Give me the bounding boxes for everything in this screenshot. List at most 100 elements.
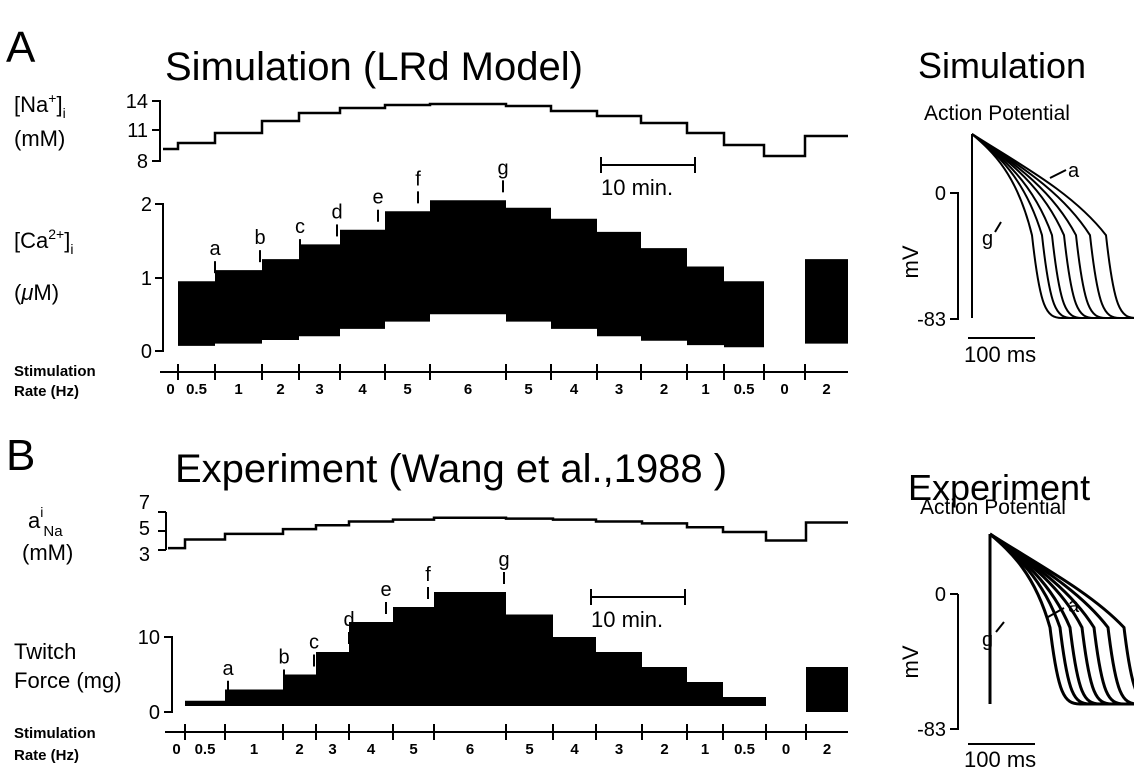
panel-b-force-envelope bbox=[168, 592, 848, 712]
panel-a-na-tick-14: 14 bbox=[126, 91, 148, 113]
panel-a-ca-tick-0: 0 bbox=[141, 341, 152, 363]
panel-b-ap-curve-7 bbox=[989, 532, 1134, 690]
panel-b-rate-label: 0 bbox=[782, 741, 790, 758]
panel-b-rate-label: 2 bbox=[295, 741, 303, 758]
panel-a-rate-label: 2 bbox=[822, 381, 830, 398]
panel-b-ap-unit: mV bbox=[898, 645, 923, 678]
panel-b-stim-label-1: Stimulation bbox=[14, 725, 96, 742]
panel-a-rate-label: 0 bbox=[780, 381, 788, 398]
panel-b-ap-tick-0: 0 bbox=[935, 584, 946, 606]
panel-b-ap-curve-6 bbox=[989, 532, 1134, 706]
panel-b-na-tick-3: 3 bbox=[139, 544, 150, 566]
panel-b-force-tick-0: 0 bbox=[149, 702, 160, 724]
panel-a-ap-curve-4 bbox=[971, 133, 1134, 319]
panel-a-ca-envelope bbox=[163, 200, 848, 351]
panel-b-force-tick-10: 10 bbox=[138, 627, 160, 649]
panel-a-marker-f: f bbox=[415, 168, 421, 190]
panel-a-side-subtitle: Action Potential bbox=[924, 102, 1070, 125]
panel-b-ap-label-g: g bbox=[982, 629, 993, 651]
panel-b-rate-label: 3 bbox=[328, 741, 336, 758]
panel-a-rate-label: 0.5 bbox=[734, 381, 755, 398]
panel-b-rate-label: 0.5 bbox=[195, 741, 216, 758]
panel-a-ap-time: 100 ms bbox=[964, 342, 1036, 367]
panel-b-rate-label: 0 bbox=[172, 741, 180, 758]
panel-b-rate-label: 4 bbox=[367, 741, 376, 758]
panel-b-rate-label: 2 bbox=[660, 741, 668, 758]
panel-a-na-label: [Na+]i bbox=[14, 90, 66, 121]
panel-b-ap-curve-4 bbox=[989, 532, 1134, 706]
panel-b-rate-label: 4 bbox=[570, 741, 579, 758]
panel-a-rate-label: 0.5 bbox=[186, 381, 207, 398]
panel-b-ap-curve-5 bbox=[989, 532, 1134, 706]
panel-b-marker-d: d bbox=[343, 609, 354, 631]
panel-b-marker-g: g bbox=[498, 549, 509, 571]
panel-a-ap-unit: mV bbox=[898, 245, 923, 278]
panel-b-na-trace bbox=[168, 516, 848, 550]
panel-a-ca-tick-2: 2 bbox=[141, 194, 152, 216]
panel-a-rate-label: 1 bbox=[701, 381, 709, 398]
panel-b-marker-e: e bbox=[380, 579, 391, 601]
panel-b-marker-f: f bbox=[425, 564, 431, 586]
panel-a-rate-label: 4 bbox=[570, 381, 579, 398]
panel-letter-a: A bbox=[6, 23, 36, 72]
panel-a-na-tick-8: 8 bbox=[137, 151, 148, 173]
panel-a-marker-b: b bbox=[254, 227, 265, 249]
panel-b-na-tick-5: 5 bbox=[139, 518, 150, 540]
panel-b-ap-curve-1 bbox=[989, 532, 1134, 706]
panel-a-scalebar: 10 min. bbox=[600, 157, 696, 200]
panel-b-scalebar: 10 min. bbox=[590, 589, 686, 632]
panel-a-title: Simulation (LRd Model) bbox=[165, 45, 583, 89]
panel-a-ca-axis: 2 1 0 bbox=[141, 194, 164, 363]
panel-b-rate-label: 2 bbox=[823, 741, 831, 758]
panel-b-markers: a bc d e f g bbox=[222, 549, 510, 693]
panel-b-rate-label: 6 bbox=[466, 741, 474, 758]
panel-b-stim-label-2: Rate (Hz) bbox=[14, 747, 79, 764]
panel-b-rate-label: 0.5 bbox=[734, 741, 755, 758]
panel-a-ap-curve-1 bbox=[971, 133, 1134, 319]
panel-b-na-unit: (mM) bbox=[22, 540, 73, 565]
panel-b-rate-label: 5 bbox=[525, 741, 533, 758]
panel-a-side-title: Simulation bbox=[918, 45, 1086, 86]
panel-a-rate-axis: 0 0.5 1 2 3 4 5 6 5 4 3 2 1 0.5 0 2 bbox=[160, 364, 848, 398]
panel-a-ca-tick-1: 1 bbox=[141, 268, 152, 290]
panel-b-marker-c: c bbox=[309, 632, 319, 654]
panel-a-ap-label-a-pointer bbox=[1049, 169, 1067, 179]
panel-a-markers: a b c d e f g bbox=[209, 157, 509, 274]
panel-a-rate-label: 3 bbox=[315, 381, 323, 398]
panel-a-ap-tick-83: -83 bbox=[917, 309, 946, 331]
panel-b-ap-tick-83: -83 bbox=[917, 719, 946, 741]
panel-a-rate-label: 5 bbox=[524, 381, 532, 398]
panel-a-ap-traces bbox=[971, 133, 1134, 319]
panel-a-marker-c: c bbox=[295, 216, 305, 238]
panel-b-ap-label-g-pointer bbox=[995, 621, 1005, 633]
panel-a-ap-curve-6 bbox=[971, 133, 1134, 319]
panel-b-scalebar-label: 10 min. bbox=[591, 607, 663, 632]
panel-a-ap-curve-5 bbox=[971, 133, 1134, 319]
panel-b-side-subtitle: Action Potential bbox=[920, 496, 1066, 519]
panel-letter-b: B bbox=[6, 431, 35, 480]
panel-a-rate-label: 0 bbox=[166, 381, 174, 398]
panel-b-ap-label-a-pointer bbox=[1047, 607, 1065, 618]
panel-b-force-axis: 10 0 bbox=[138, 627, 173, 724]
panel-a-ca-unit: (μM) bbox=[14, 280, 59, 305]
panel-b-ap-curve-2 bbox=[989, 532, 1134, 706]
panel-a-marker-d: d bbox=[331, 201, 342, 223]
panel-a-ap-curve-7 bbox=[971, 133, 1134, 319]
panel-a-na-axis: 14 11 8 bbox=[126, 91, 161, 173]
panel-b-ap-time: 100 ms bbox=[964, 747, 1036, 771]
panel-a-rate-label: 2 bbox=[660, 381, 668, 398]
panel-b-na-label: aiNa bbox=[28, 504, 63, 540]
panel-a-ap-curve-2 bbox=[971, 133, 1134, 319]
panel-a-marker-e: e bbox=[372, 187, 383, 209]
panel-b-rate-axis: 0 0.5 1 2 3 4 5 6 5 4 3 2 1 0.5 0 2 bbox=[165, 724, 848, 758]
panel-b-ap-axis: 0 -83 mV 100 ms bbox=[898, 584, 1036, 771]
panel-b-rate-label: 1 bbox=[250, 741, 258, 758]
panel-b-na-axis: 7 5 3 bbox=[139, 492, 167, 566]
panel-a-marker-g: g bbox=[497, 157, 508, 179]
panel-a-marker-a: a bbox=[209, 238, 221, 260]
panel-b-na-tick-7: 7 bbox=[139, 492, 150, 514]
panel-a-ap-label-g-pointer bbox=[994, 221, 1002, 233]
panel-a-scalebar-label: 10 min. bbox=[601, 175, 673, 200]
panel-b-rate-label: 1 bbox=[701, 741, 709, 758]
panel-a-na-tick-11: 11 bbox=[127, 120, 148, 142]
